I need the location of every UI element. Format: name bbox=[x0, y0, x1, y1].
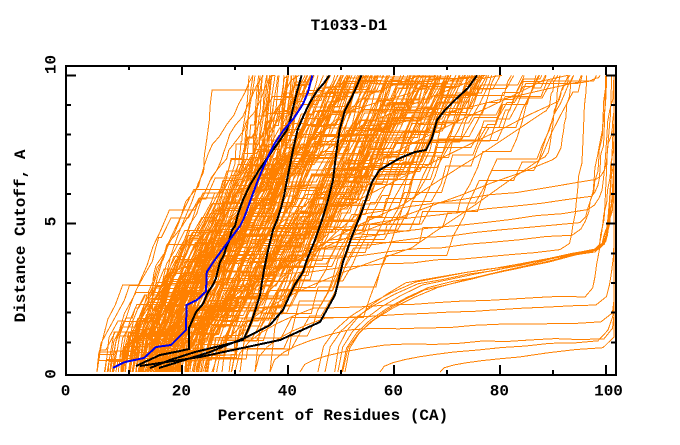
svg-text:80: 80 bbox=[490, 383, 509, 401]
svg-text:10: 10 bbox=[43, 55, 61, 74]
svg-text:T1033-D1: T1033-D1 bbox=[311, 17, 388, 35]
svg-text:60: 60 bbox=[384, 383, 403, 401]
svg-text:100: 100 bbox=[594, 383, 623, 401]
svg-text:0: 0 bbox=[43, 369, 61, 379]
svg-text:20: 20 bbox=[172, 383, 191, 401]
svg-text:5: 5 bbox=[43, 217, 61, 227]
svg-text:Distance Cutoff, A: Distance Cutoff, A bbox=[12, 149, 30, 322]
svg-text:40: 40 bbox=[278, 383, 297, 401]
svg-text:0: 0 bbox=[61, 383, 71, 401]
svg-text:Percent of Residues (CA): Percent of Residues (CA) bbox=[218, 407, 448, 425]
